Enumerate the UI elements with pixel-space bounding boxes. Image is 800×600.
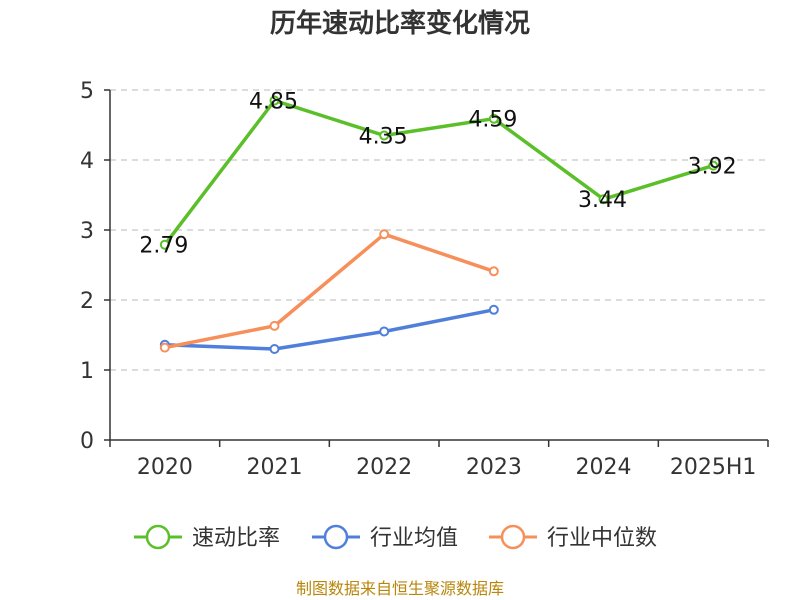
x-tick-label: 2023 <box>466 455 522 480</box>
y-tick-label: 1 <box>80 359 94 384</box>
series-line <box>163 98 715 247</box>
y-tick-label: 4 <box>80 149 94 174</box>
x-tick-label: 2024 <box>576 455 632 480</box>
data-point <box>708 160 719 171</box>
y-tick-label: 0 <box>80 429 94 454</box>
data-label: 4.85 <box>249 90 298 115</box>
data-point <box>598 194 609 205</box>
data-label: 4.35 <box>359 125 408 150</box>
legend-marker-icon <box>323 524 349 550</box>
chart-title: 历年速动比率变化情况 <box>270 8 530 39</box>
legend-item[interactable]: 行业中位数 <box>489 524 657 551</box>
data-label: 2.79 <box>139 234 188 259</box>
data-point <box>488 113 499 124</box>
data-point <box>269 320 280 331</box>
x-tick-label: 2021 <box>247 455 303 480</box>
data-point <box>269 344 280 354</box>
data-label: 3.44 <box>578 188 627 213</box>
data-point <box>159 239 170 250</box>
data-point <box>488 266 499 277</box>
legend-marker-icon <box>145 524 171 550</box>
series-line <box>163 308 496 351</box>
y-tick-label: 5 <box>80 79 94 104</box>
series-group <box>159 95 719 354</box>
source-note: 制图数据来自恒生聚源数据库 <box>296 579 504 598</box>
x-tick-label: 2020 <box>137 455 193 480</box>
legend[interactable]: 速动比率 行业均值 行业中位数 <box>134 524 657 551</box>
y-tick-label: 3 <box>80 219 94 244</box>
legend-label: 速动比率 <box>192 526 280 551</box>
legend-label: 行业均值 <box>370 526 458 551</box>
legend-item[interactable]: 行业均值 <box>312 524 458 551</box>
y-tick-label: 2 <box>80 289 94 314</box>
data-point <box>488 304 499 315</box>
legend-label: 行业中位数 <box>547 526 657 551</box>
data-point <box>159 342 170 353</box>
data-labels: 2.79 4.85 4.35 4.59 3.44 3.92 <box>139 90 736 259</box>
legend-item[interactable]: 速动比率 <box>134 524 280 551</box>
legend-marker-icon <box>500 524 526 550</box>
x-tick-label: 2022 <box>356 455 412 480</box>
series-line <box>163 232 496 350</box>
axes: 0 1 2 3 4 5 2020 2021 2022 2023 2024 2025H1 <box>80 79 769 480</box>
data-point <box>269 95 280 106</box>
data-label: 4.59 <box>468 108 517 133</box>
data-point <box>379 326 390 337</box>
data-point <box>379 130 390 141</box>
grid-lines <box>110 89 768 371</box>
data-label: 3.92 <box>688 155 737 180</box>
data-point <box>379 229 390 240</box>
x-tick-label: 2025H1 <box>670 455 757 480</box>
